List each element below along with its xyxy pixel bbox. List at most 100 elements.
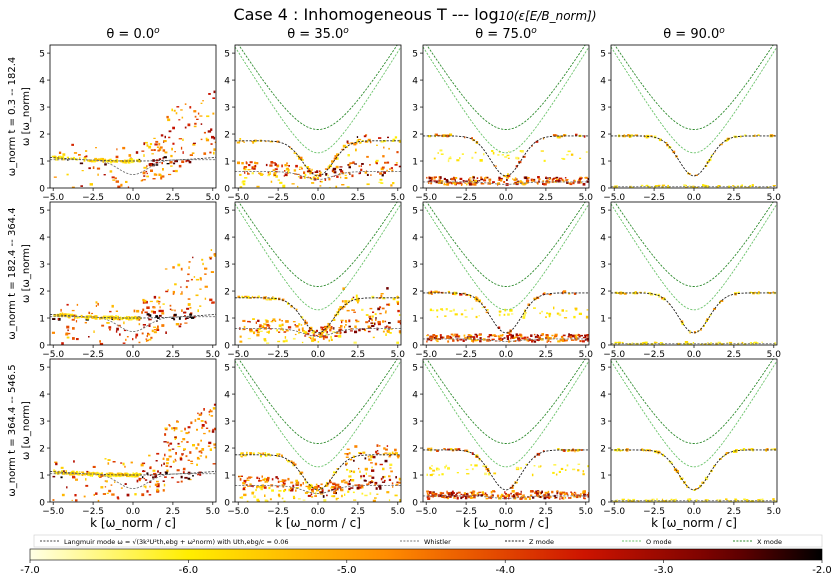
heatmap-cell — [358, 486, 362, 489]
heatmap-cell — [349, 458, 353, 461]
heatmap-cell — [719, 143, 723, 146]
heatmap-cell — [353, 311, 356, 313]
heatmap-cell — [110, 484, 113, 486]
heatmap-cell — [382, 320, 385, 323]
heatmap-cell — [262, 452, 264, 455]
heatmap-cell — [500, 495, 503, 498]
panel-background — [50, 45, 216, 188]
heatmap-cell — [383, 447, 386, 450]
heatmap-cell — [531, 145, 533, 147]
heatmap-cell — [173, 427, 176, 429]
heatmap-cell — [557, 448, 560, 451]
heatmap-cell — [386, 491, 390, 494]
heatmap-cell — [91, 312, 93, 315]
heatmap-cell — [547, 337, 550, 341]
mode-curves — [423, 202, 589, 342]
whistler-curve — [423, 181, 589, 185]
heatmap-cell — [97, 499, 100, 502]
heatmap-cell — [352, 161, 355, 164]
heatmap-cell — [551, 334, 554, 337]
heatmap-cell — [138, 477, 141, 481]
heatmap-cell — [361, 492, 364, 495]
heatmap-cell — [566, 492, 568, 495]
heatmap-cell — [200, 451, 203, 454]
heatmap-cell — [321, 326, 325, 329]
heatmap-cell — [99, 340, 101, 343]
heatmap-cell — [155, 460, 158, 462]
heatmap-cell — [629, 500, 631, 502]
heatmap-cell — [260, 486, 263, 489]
heatmap-cell — [164, 268, 168, 270]
heatmap-cell — [676, 342, 681, 345]
heatmap-cell — [106, 322, 110, 324]
heatmap-cell — [739, 449, 742, 451]
heatmap-cell — [141, 150, 145, 152]
heatmap-cell — [209, 257, 212, 260]
heatmap-cell — [518, 493, 522, 495]
heatmap-cell — [574, 307, 578, 310]
heatmap-cell — [452, 308, 455, 312]
heatmap-cell — [351, 174, 354, 178]
heatmap-cell — [474, 298, 477, 300]
heatmap-cell — [515, 183, 519, 186]
heatmap-cell — [725, 498, 728, 501]
heatmap-cell — [336, 483, 340, 487]
heatmap-cell — [441, 473, 444, 476]
heatmap-cell — [327, 482, 330, 485]
heatmap-cell — [282, 184, 286, 188]
heatmap-cell — [387, 330, 390, 333]
x-tick-label: 5.0 — [767, 507, 782, 517]
heatmap-cell — [376, 450, 379, 452]
heatmap-cell — [346, 140, 349, 144]
heatmap-cell — [569, 182, 571, 184]
heatmap-cell — [153, 295, 157, 299]
heatmap-cell — [660, 342, 662, 345]
heatmap-cell — [367, 455, 370, 458]
heatmap-cell — [396, 300, 400, 304]
heatmap-cell — [746, 499, 748, 502]
y-tick-label: 4 — [224, 391, 230, 401]
heatmap-cell — [319, 170, 321, 172]
heatmap-cell — [187, 426, 191, 429]
heatmap-cell — [432, 291, 435, 293]
heatmap-cell — [196, 118, 199, 120]
heatmap-cell — [243, 166, 248, 168]
heatmap-cell — [248, 476, 252, 479]
column-title: θ = 0.0o — [106, 26, 160, 42]
heatmap-cell — [388, 326, 391, 329]
heatmap-cell — [244, 171, 246, 174]
heatmap-cell — [513, 494, 515, 497]
heatmap-cell — [152, 469, 156, 472]
heatmap-cell — [309, 177, 312, 179]
heatmap-cell — [545, 335, 549, 338]
heatmap-cell — [169, 425, 171, 427]
heatmap-cell — [152, 476, 154, 479]
heatmap-cell — [742, 448, 746, 451]
heatmap-cell — [313, 338, 316, 342]
heatmap-cell — [384, 320, 387, 323]
heatmap-cell — [345, 462, 348, 465]
heatmap-cell — [189, 313, 192, 316]
heatmap-cell — [537, 176, 540, 179]
heatmap-cell — [528, 497, 531, 500]
heatmap-cell — [634, 134, 639, 137]
heatmap-cell — [574, 334, 578, 336]
whistler-curve — [235, 485, 401, 494]
heatmap-cell — [165, 471, 168, 474]
heatmap-cell — [383, 171, 386, 174]
heatmap-cell — [369, 492, 372, 495]
colorbar-gradient — [29, 548, 823, 561]
heatmap-cell — [268, 298, 272, 301]
heatmap-cell — [552, 134, 557, 137]
x-mode-curve — [614, 45, 774, 130]
heatmap-cell — [115, 310, 118, 312]
heatmap-cell — [474, 464, 478, 467]
heatmap-cell — [342, 144, 346, 148]
heatmap-cell — [297, 176, 300, 178]
heatmap-cell — [175, 323, 180, 326]
heatmap-cell — [102, 493, 106, 495]
heatmap-cell — [162, 489, 165, 492]
legend-label: X mode — [757, 538, 782, 546]
heatmap-cell — [512, 495, 516, 498]
heatmap-cell — [76, 472, 79, 476]
